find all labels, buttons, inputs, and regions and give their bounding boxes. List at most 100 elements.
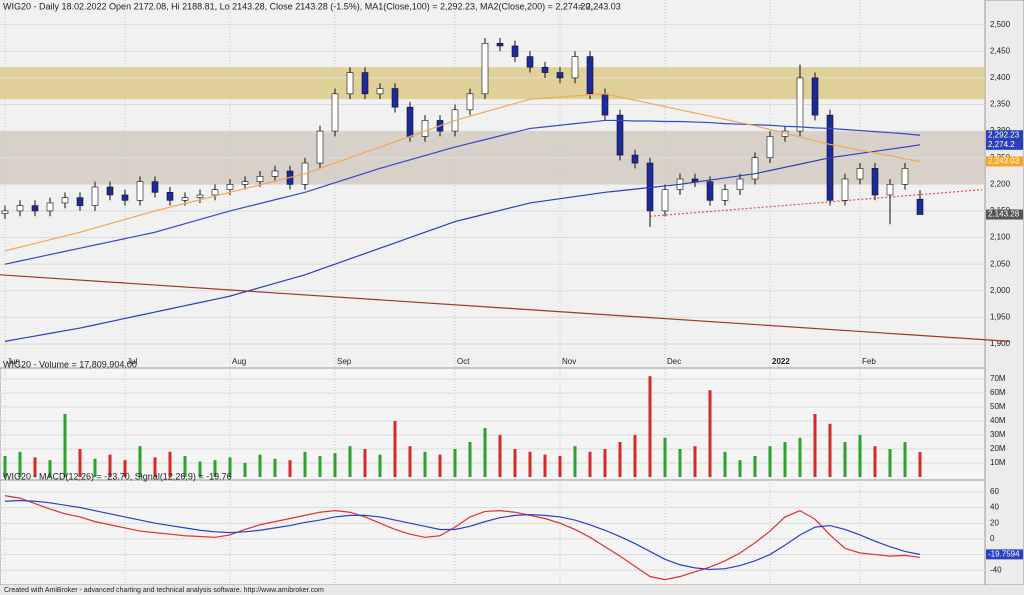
- volume-bar: [423, 451, 427, 477]
- candle-body: [76, 197, 84, 206]
- y-tick-label: 0: [990, 534, 995, 543]
- volume-bar: [873, 446, 877, 477]
- volume-bar: [573, 446, 577, 477]
- last-value-label: 2,143.28: [988, 210, 1020, 219]
- volume-bar: [3, 456, 7, 477]
- candle-body: [856, 168, 864, 180]
- candle-body: [166, 192, 174, 201]
- candle-body: [586, 56, 594, 95]
- volume-bar: [483, 428, 487, 477]
- volume-bar: [738, 460, 742, 477]
- last-value-label: -19.7594: [988, 549, 1020, 558]
- candle-body: [106, 186, 114, 196]
- y-tick-label: 20M: [990, 444, 1006, 453]
- y-tick-label: 30M: [990, 430, 1006, 439]
- volume-bar: [363, 449, 367, 477]
- y-tick-label: 2,200: [990, 179, 1011, 188]
- volume-bar: [663, 437, 667, 477]
- panel-title: WIG20 - MACD(12,26) = -23.70, Signal(12,…: [3, 471, 232, 481]
- last-value-box: [986, 130, 1023, 141]
- volume-bar: [588, 451, 592, 477]
- y-tick-label: 2,400: [990, 73, 1011, 82]
- y-tick-label: 60M: [990, 388, 1006, 397]
- candle-body: [556, 72, 564, 79]
- candle-body: [706, 181, 714, 201]
- volume-bar: [843, 442, 847, 477]
- candle-body: [226, 184, 234, 190]
- volume-bar: [453, 449, 457, 477]
- candle-body: [571, 56, 579, 79]
- y-tick-label: 60: [990, 487, 999, 496]
- volume-bar: [123, 460, 127, 477]
- y-tick-label: 2,000: [990, 286, 1011, 295]
- macd-panel: [0, 479, 986, 586]
- candle-body: [661, 189, 669, 212]
- volume-bar: [888, 449, 892, 477]
- panel-title: WIG20 - Daily 18.02.2022 Open 2172.08, H…: [3, 1, 593, 11]
- y-tick-label: 20: [990, 518, 999, 527]
- y-tick-label: 2,100: [990, 233, 1011, 242]
- volume-bar: [348, 446, 352, 477]
- candle-body: [241, 181, 249, 185]
- volume-bar: [618, 442, 622, 477]
- volume-bar: [723, 451, 727, 477]
- volume-bar: [813, 414, 817, 477]
- last-value-label: 2,292.23: [988, 130, 1020, 139]
- volume-bar: [708, 390, 712, 477]
- candle-body: [496, 42, 504, 47]
- volume-bar: [258, 454, 262, 477]
- panel-title: WIG20 - Volume = 17,809,904.00: [3, 359, 137, 369]
- candle-body: [151, 181, 159, 193]
- volume-bar: [228, 457, 232, 477]
- y-tick-label: 2,350: [990, 100, 1011, 109]
- y-tick-label: 40M: [990, 416, 1006, 425]
- volume-bar: [393, 421, 397, 477]
- volume-bar: [498, 435, 502, 477]
- volume-bar: [543, 454, 547, 477]
- volume-bar: [648, 376, 652, 477]
- volume-bar: [408, 446, 412, 477]
- volume-bar: [438, 454, 442, 477]
- volume-bar: [18, 451, 22, 477]
- candle-body: [331, 93, 339, 132]
- candle-body: [691, 178, 699, 182]
- volume-bar: [903, 442, 907, 477]
- y-tick-label: 70M: [990, 374, 1006, 383]
- volume-bar: [48, 460, 52, 477]
- volume-bar: [78, 449, 82, 477]
- candle-body: [796, 77, 804, 132]
- volume-bar: [558, 456, 562, 477]
- x-tick-label: Feb: [862, 357, 876, 366]
- candle-body: [811, 77, 819, 116]
- last-value-label: 2,274.2: [988, 140, 1015, 149]
- x-tick-label: Sep: [337, 357, 352, 366]
- candle-body: [361, 72, 369, 95]
- candle-body: [751, 157, 759, 180]
- last-value-box: [986, 156, 1023, 167]
- candle-body: [196, 194, 204, 198]
- volume-bar: [168, 451, 172, 477]
- volume-bar: [918, 452, 922, 477]
- volume-bar: [303, 451, 307, 477]
- candle-body: [91, 186, 99, 206]
- volume-bar: [828, 423, 832, 477]
- volume-bar: [273, 458, 277, 477]
- candle-body: [16, 205, 24, 212]
- line-series: [4, 495, 921, 581]
- x-tick-label: Nov: [562, 357, 576, 366]
- y-tick-label: 50M: [990, 402, 1006, 411]
- volume-bar: [753, 456, 757, 477]
- candle-body: [61, 197, 69, 204]
- candle-body: [391, 88, 399, 108]
- volume-bar: [378, 454, 382, 477]
- trendline: [649, 189, 983, 217]
- volume-bar: [153, 457, 157, 477]
- y-tick-label: 40: [990, 503, 999, 512]
- candle-body: [766, 136, 774, 159]
- line-series: [4, 499, 921, 571]
- volume-bar: [198, 461, 202, 477]
- candle-body: [526, 56, 534, 68]
- volume-bar: [468, 442, 472, 477]
- candle-body: [721, 189, 729, 201]
- candle-body: [376, 88, 384, 95]
